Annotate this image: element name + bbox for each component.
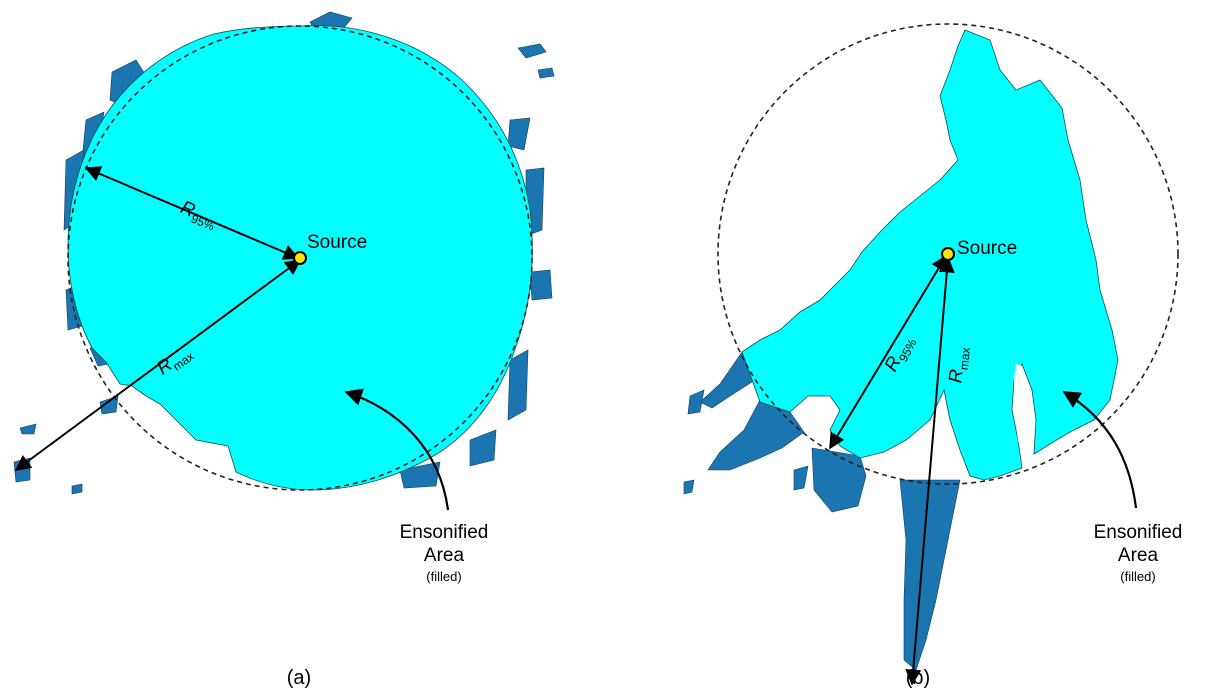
- panel-b-area-label-line3: (filled): [1120, 569, 1155, 584]
- panel-a: Source R95% Rmax Ensonified Area (filled…: [13, 11, 555, 689]
- panel-b-source-label: Source: [957, 238, 1017, 259]
- panel-b-rmax-arrow: [905, 256, 955, 686]
- panel-a-area-label-line3: (filled): [426, 569, 461, 584]
- panel-a-area-label-line1: Ensonified: [400, 522, 489, 543]
- panel-a-r95-arrow: [84, 166, 300, 260]
- panel-a-area-pointer-arrow: [344, 388, 450, 511]
- panel-a-source-label: Source: [307, 232, 367, 253]
- panel-a-area-label-line2: Area: [424, 545, 465, 566]
- panel-a-rmax-circle: [67, 25, 533, 491]
- panel-b-area-pointer-arrow: [1062, 391, 1138, 509]
- panel-b-area-label-line1: Ensonified: [1094, 522, 1183, 543]
- panel-b-ensonified-area: [741, 29, 1119, 481]
- panel-a-rmax-arrow: [14, 259, 302, 471]
- panel-b-gap-region: [1014, 364, 1034, 466]
- panel-b-caption: (b): [906, 667, 930, 689]
- panel-b: Source R95% Rmax Ensonified Area (filled…: [683, 23, 1183, 689]
- panel-b-area-label-line2: Area: [1118, 545, 1159, 566]
- panel-b-rmax-label: Rmax: [945, 346, 973, 385]
- panel-a-source-marker: [293, 251, 307, 265]
- panel-a-caption: (a): [287, 667, 311, 689]
- panel-b-source-marker: [941, 247, 955, 261]
